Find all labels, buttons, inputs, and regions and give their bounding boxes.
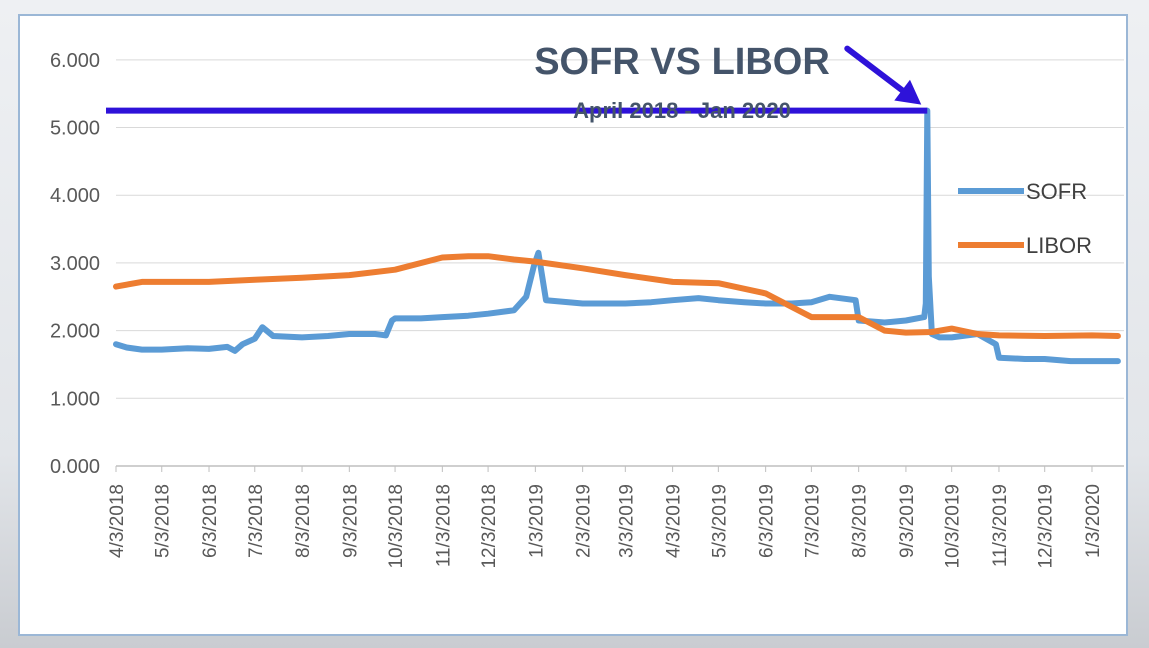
- y-tick-label: 5.000: [50, 118, 100, 140]
- chart-subtitle: April 2018 - Jan 2020: [573, 98, 791, 123]
- y-tick-label: 1.000: [50, 388, 100, 410]
- x-tick-label: 2/3/2019: [574, 484, 595, 558]
- x-tick-label: 6/3/2019: [757, 484, 778, 558]
- x-tick-label: 1/3/2020: [1083, 484, 1104, 558]
- x-axis: 4/3/2018 5/3/2018 6/3/2018 7/3/2018 8/3/2018…: [107, 465, 1124, 569]
- y-tick-label: 4.000: [50, 185, 100, 207]
- x-tick-label: 12/3/2019: [1036, 484, 1057, 569]
- arrow-head: [894, 79, 922, 105]
- x-tick-label: 6/3/2018: [200, 484, 221, 558]
- x-tick-label: 11/3/2018: [433, 484, 454, 567]
- y-tick-label: 0.000: [50, 456, 100, 478]
- annotations: [106, 45, 928, 114]
- y-tick-label: 3.000: [50, 253, 100, 275]
- chart-panel: 0.000 1.000 2.000 3.000 4.000 5.000 6.000 4/3/…: [18, 14, 1128, 636]
- series-line-libor: [113, 253, 1121, 339]
- x-tick-label: 5/3/2019: [709, 484, 730, 558]
- x-tick-label: 5/3/2018: [153, 484, 174, 558]
- gridlines: [116, 59, 1124, 467]
- chart-title: SOFR VS LIBOR: [534, 41, 830, 83]
- x-tick-label: 11/3/2019: [990, 484, 1011, 567]
- x-tick-label: 9/3/2018: [340, 484, 361, 558]
- x-tick-label: 3/3/2019: [616, 484, 637, 558]
- sofr-libor-chart: 0.000 1.000 2.000 3.000 4.000 5.000 6.000 4/3/…: [50, 41, 1124, 569]
- x-tick-label: 1/3/2019: [526, 484, 547, 558]
- x-tick-label: 8/3/2019: [850, 484, 871, 558]
- x-tick-label: 8/3/2018: [293, 484, 314, 558]
- arrow-shaft: [844, 45, 913, 99]
- x-tick-label: 7/3/2019: [802, 484, 823, 558]
- y-axis: 0.000 1.000 2.000 3.000 4.000 5.000 6.000: [50, 50, 100, 478]
- legend-label-sofr: SOFR: [1026, 179, 1087, 204]
- legend: SOFR LIBOR: [958, 179, 1092, 258]
- x-tick-label: 4/3/2019: [664, 484, 685, 558]
- series-lines: [113, 107, 1121, 365]
- x-tick-label: 9/3/2019: [897, 484, 918, 558]
- x-tick-label: 12/3/2018: [479, 484, 500, 569]
- y-tick-label: 6.000: [50, 50, 100, 72]
- x-tick-label: 10/3/2018: [386, 484, 407, 569]
- x-tick-label: 10/3/2019: [943, 484, 964, 569]
- x-tick-label: 7/3/2018: [246, 484, 267, 558]
- legend-label-libor: LIBOR: [1026, 233, 1092, 258]
- series-line-sofr: [113, 107, 1121, 365]
- x-tick-label: 4/3/2018: [107, 484, 128, 558]
- y-tick-label: 2.000: [50, 321, 100, 343]
